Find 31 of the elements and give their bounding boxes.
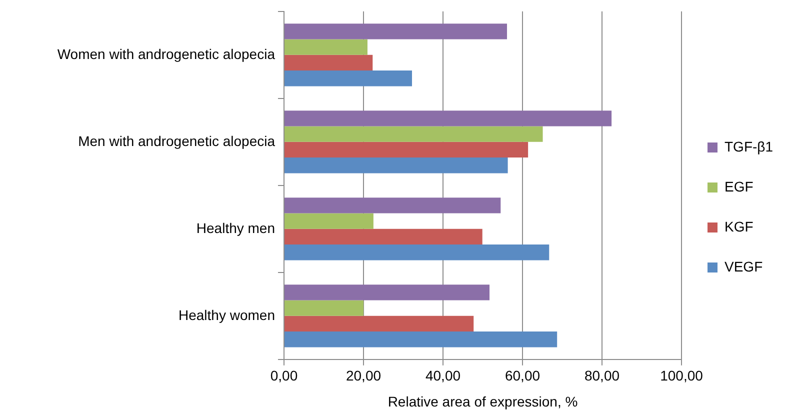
legend-label: EGF	[724, 178, 754, 194]
bar	[284, 213, 374, 229]
bar	[284, 39, 368, 55]
y-tick-label: Women with androgenetic alopecia	[57, 46, 276, 62]
bar	[284, 332, 558, 348]
bar	[284, 110, 612, 126]
x-tick-label: 100,00	[660, 368, 704, 384]
bar	[284, 54, 373, 71]
bar	[284, 158, 508, 174]
bar	[284, 198, 501, 214]
x-tick-label: 0,00	[270, 368, 298, 384]
y-tick-label: Healthy men	[196, 220, 275, 236]
x-tick-label: 80,00	[584, 368, 620, 384]
x-axis-title: Relative area of expression, %	[388, 393, 578, 410]
x-tick-label: 60,00	[504, 368, 540, 384]
legend-label: KGF	[724, 218, 754, 234]
bar	[284, 24, 507, 40]
x-tick-label: 20,00	[346, 368, 382, 384]
bar	[284, 228, 482, 245]
x-tick-label: 40,00	[425, 368, 461, 384]
bar	[284, 70, 412, 86]
y-tick-label: Men with androgenetic alopecia	[78, 132, 276, 149]
bar	[284, 300, 364, 316]
legend-label: TGF-β1	[724, 138, 774, 154]
bar	[284, 316, 474, 332]
y-tick-label: Healthy women	[178, 306, 275, 323]
bar	[284, 284, 490, 300]
bar	[284, 244, 550, 260]
bar	[284, 142, 528, 158]
bar	[284, 126, 543, 142]
legend-label: VEGF	[724, 258, 763, 274]
